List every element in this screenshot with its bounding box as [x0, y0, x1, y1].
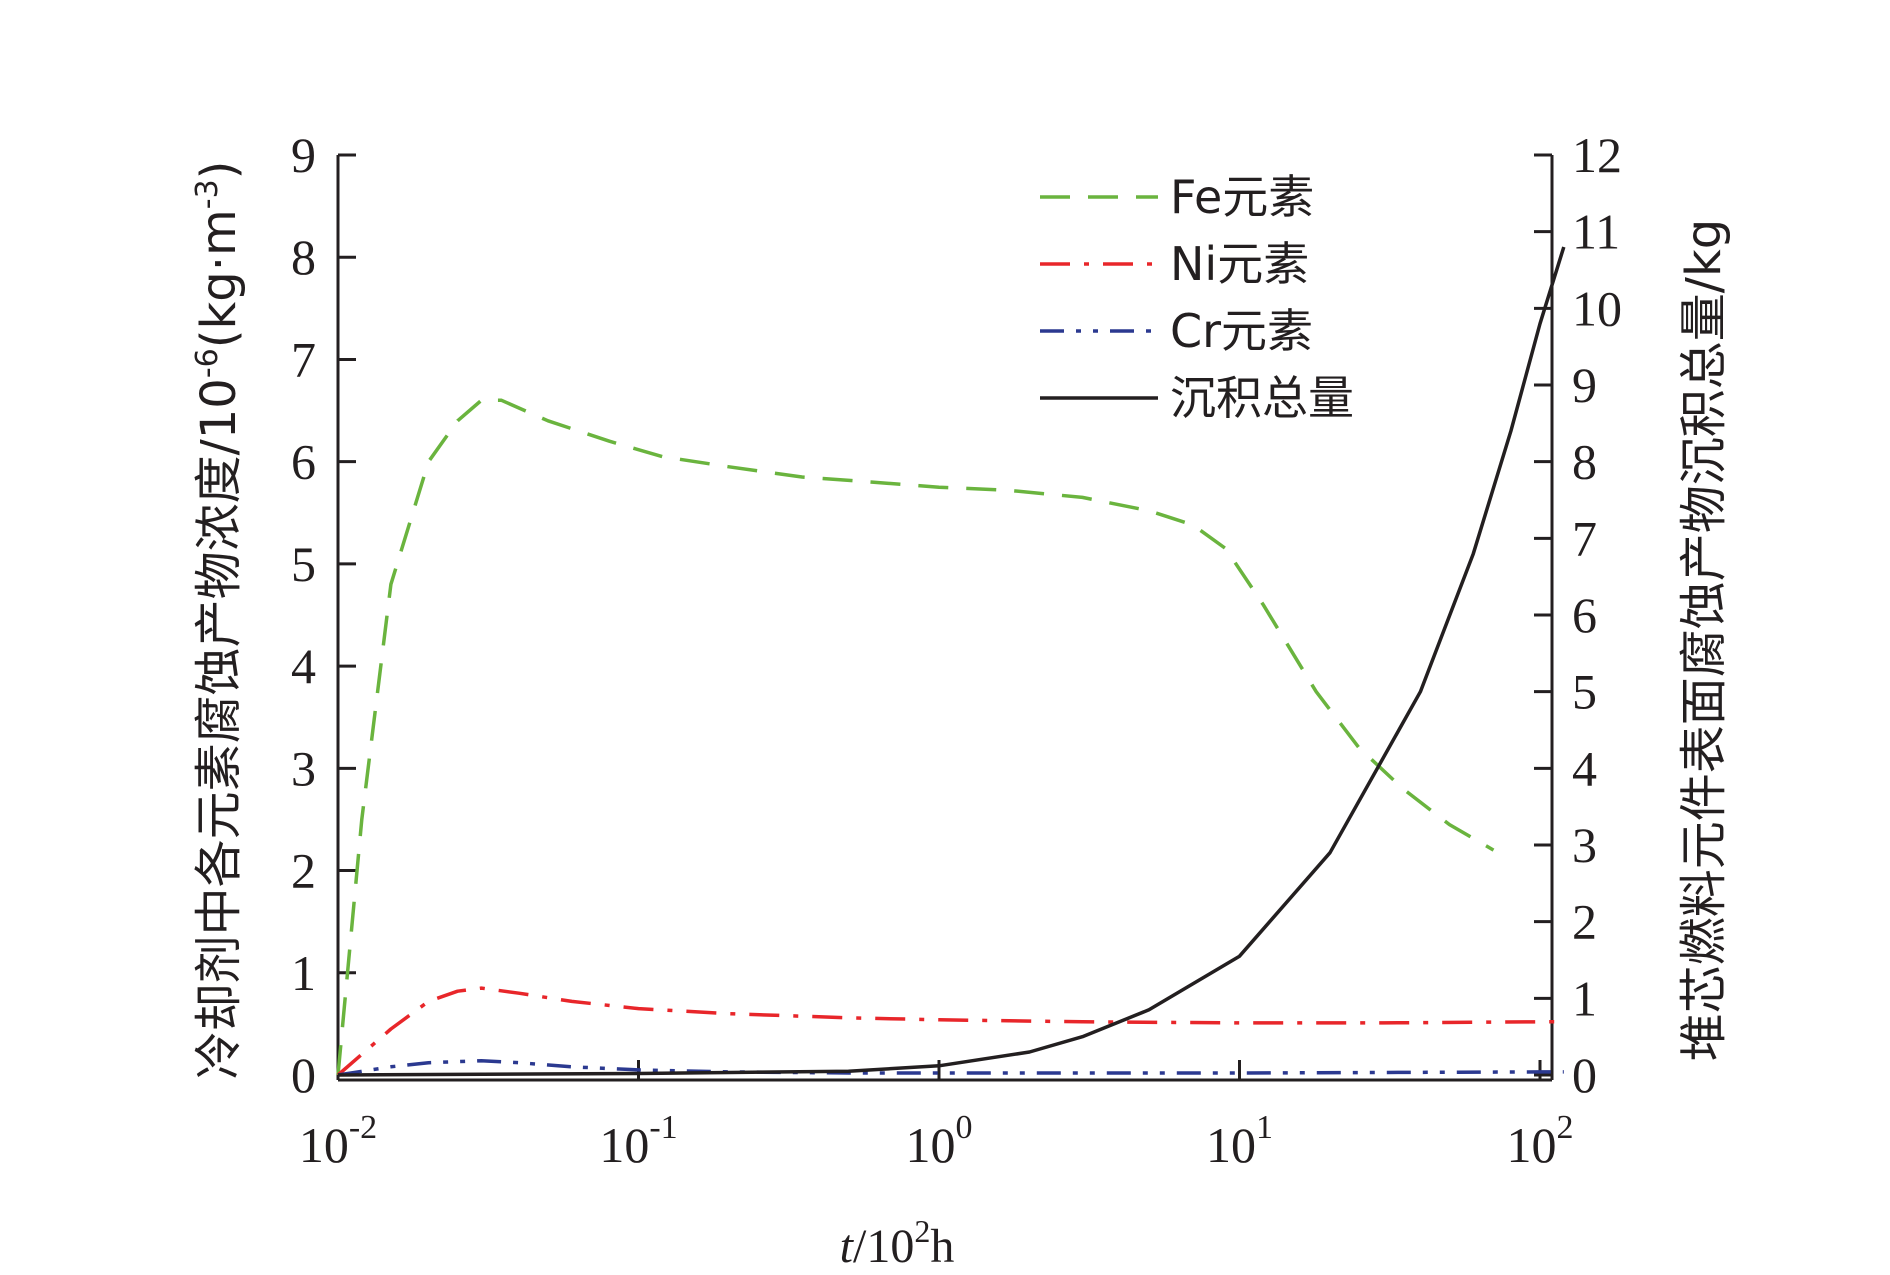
y-axis-left-title-sup1: -6: [190, 348, 225, 378]
y-left-tick-label: 4: [291, 638, 316, 694]
series-line-2: [336, 986, 1564, 1077]
y-right-tick-label: 9: [1572, 357, 1597, 413]
y-right-tick-label: 4: [1572, 740, 1597, 796]
y-axis-left-title-mid: (kg·m: [191, 209, 247, 348]
series-layer: [336, 246, 1566, 1077]
legend-label: Fe元素: [1170, 170, 1314, 224]
y-axis-left-title-main: 冷却剂中各元素腐蚀产物浓度/10: [191, 378, 247, 1079]
y-right-tick-label: 0: [1572, 1047, 1597, 1103]
legend-label: Cr元素: [1170, 304, 1313, 358]
legend-label: Ni元素: [1170, 237, 1309, 291]
y-axis-right-title: 堆芯燃料元件表面腐蚀产物沉积总量/kg: [1676, 219, 1732, 1061]
series-line-4: [337, 246, 1566, 1077]
y-right-tick-label: 6: [1572, 587, 1597, 643]
y-left-tick-label: 2: [291, 843, 316, 899]
x-axis-title-italic: t: [840, 1220, 855, 1273]
y-right-tick-label: 3: [1572, 817, 1597, 873]
y-right-tick-label: 1: [1572, 970, 1597, 1026]
y-right-tick-label: 10: [1572, 280, 1622, 336]
y-right-tick-label: 8: [1572, 434, 1597, 490]
y-axis-left-title: 冷却剂中各元素腐蚀产物浓度/10-6(kg·m-3): [190, 161, 247, 1080]
y-left-tick-label: 1: [291, 945, 316, 1001]
series-line-3: [337, 1058, 1564, 1077]
x-tick-label: 10-2: [299, 1109, 377, 1173]
legend-label: 沉积总量: [1170, 371, 1354, 425]
y-right-tick-label: 12: [1572, 127, 1622, 183]
x-tick-label: 101: [1206, 1109, 1273, 1173]
y-left-tick-label: 5: [291, 536, 316, 592]
x-axis-title: t/102h: [840, 1213, 955, 1273]
y-axis-left-title-end: ): [191, 161, 247, 180]
y-left-tick-label: 8: [291, 229, 316, 285]
y-axis-left-title-sup2: -3: [190, 179, 225, 209]
y-left-tick-label: 7: [291, 331, 316, 387]
y-left-tick-label: 0: [291, 1047, 316, 1103]
x-tick-label: 10-1: [599, 1109, 677, 1173]
y-left-tick-label: 9: [291, 127, 316, 183]
y-left-tick-label: 6: [291, 434, 316, 490]
series-line-1: [336, 398, 1495, 1076]
x-tick-label: 100: [906, 1109, 973, 1173]
y-right-tick-label: 7: [1572, 510, 1597, 566]
x-tick-label: 102: [1507, 1109, 1574, 1173]
y-left-tick-label: 3: [291, 740, 316, 796]
y-right-tick-label: 5: [1572, 664, 1597, 720]
y-right-tick-label: 11: [1572, 204, 1620, 260]
x-axis-title-rest: /10: [853, 1220, 914, 1273]
x-axis-title-sup: 2: [914, 1213, 930, 1249]
x-axis-title-unit: h: [930, 1220, 954, 1273]
y-right-tick-label: 2: [1572, 894, 1597, 950]
